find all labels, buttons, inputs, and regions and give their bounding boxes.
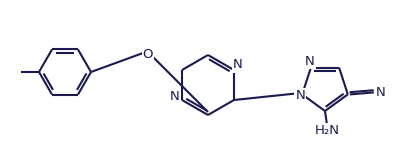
Text: N: N	[305, 55, 315, 68]
Text: N: N	[295, 89, 305, 102]
Text: N: N	[233, 58, 243, 72]
Text: H₂N: H₂N	[314, 124, 339, 138]
Text: N: N	[170, 90, 180, 104]
Text: N: N	[376, 86, 386, 99]
Text: O: O	[143, 48, 153, 62]
